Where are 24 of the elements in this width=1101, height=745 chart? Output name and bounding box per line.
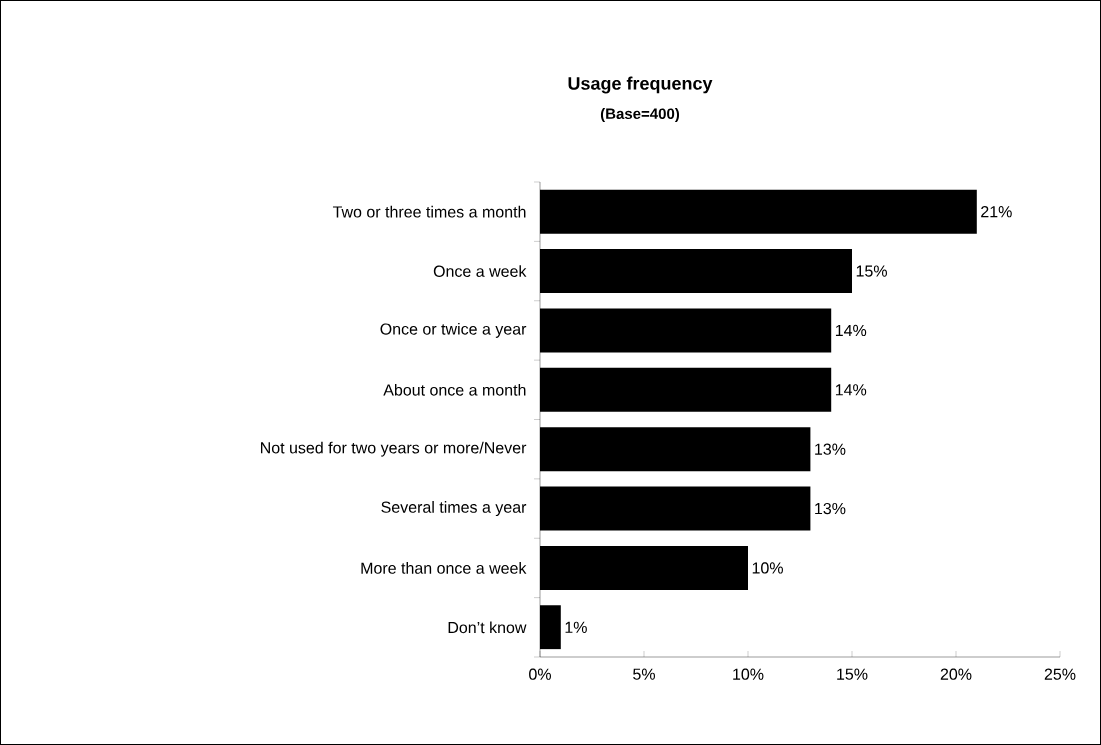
y-tick-label: More than once a week (361, 562, 527, 574)
data-label: 14% (835, 384, 867, 396)
x-tick-label: 0% (529, 668, 551, 680)
y-tick-label: Several times a year (381, 501, 527, 517)
y-tick-label: Not used for two years or more/Never (261, 441, 527, 457)
data-label: 15% (856, 265, 887, 277)
x-tick-label: 15% (837, 668, 868, 680)
y-tick-label: Two or three times a month (332, 205, 526, 218)
y-tick-label: Once or twice a year (380, 322, 527, 338)
data-label: 14% (835, 324, 867, 337)
y-tick-label: Once a week (433, 265, 527, 277)
data-label: 21% (981, 206, 1012, 218)
y-tick-label: About once a month (383, 383, 526, 396)
y-tick-label: Don’t know (448, 621, 527, 634)
x-tick-label: 20% (940, 668, 972, 680)
data-label: 13% (815, 502, 846, 515)
data-label: 10% (752, 562, 783, 574)
chart-title: Usage frequency (568, 76, 713, 94)
x-tick-label: 10% (733, 668, 764, 680)
x-tick-label: 25% (1044, 668, 1076, 680)
data-label: 1% (565, 621, 587, 633)
x-tick-label: 5% (633, 668, 655, 680)
data-label: 13% (815, 443, 846, 455)
chart-subtitle: (Base=400) (600, 108, 680, 122)
